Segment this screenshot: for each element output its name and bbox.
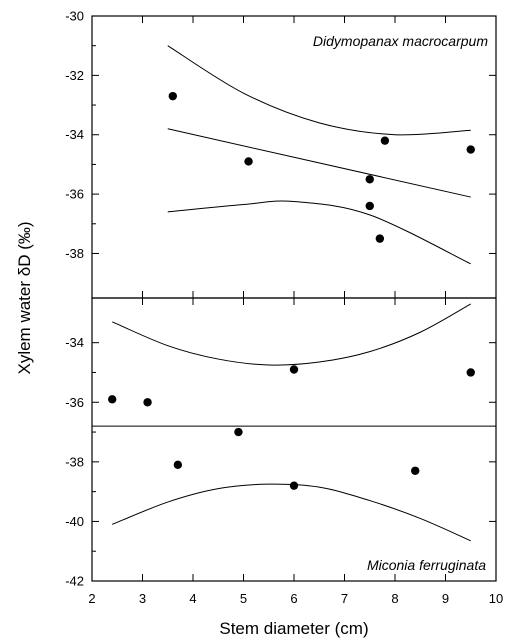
x-tick-label: 9 [442,591,449,606]
x-tick-label: 3 [139,591,146,606]
panel-bottom-y-tick-labels: -34 -36 -38 -40 -42 [65,335,84,588]
top-data-point [365,175,374,184]
bottom-y-tick-label: -42 [65,574,84,589]
x-tick-label: 10 [489,591,503,606]
panel-top-species-label: Didymopanax macrocarpum [313,33,488,49]
x-tick-label: 6 [290,591,297,606]
top-data-point [365,201,374,211]
x-tick-label: 7 [341,591,348,606]
top-ci-upper-curve [167,45,471,136]
bottom-y-tick-label: -40 [65,514,84,529]
top-data-point [244,157,253,166]
top-y-tick-label: -32 [65,68,84,83]
panel-bottom-points [108,365,475,490]
bottom-data-point [108,395,117,404]
bottom-data-point [143,398,152,407]
bottom-data-point [289,365,299,374]
x-axis-title: Stem diameter (cm) [219,619,368,638]
bottom-y-tick-label: -38 [65,454,84,469]
top-data-point [375,234,385,243]
panel-bottom: -34 -36 -38 -40 -42 Miconia ferruginata [65,297,497,589]
top-y-tick-label: -36 [65,187,84,202]
x-tick-label: 2 [88,591,95,606]
top-y-tick-label: -38 [65,246,84,261]
bottom-data-point [289,481,299,490]
x-tick-label: 8 [391,591,398,606]
top-y-tick-label: -34 [65,127,84,142]
panel-bottom-lines [112,303,471,542]
panel-top-y-tick-labels: -30 -32 -34 -36 -38 [65,9,84,261]
panel-top-ticks [91,15,497,298]
bottom-upper-curve [112,303,471,366]
panel-top-lines [167,45,471,265]
panel-top: -30 -32 -34 -36 -38 Didymopanax macrocarpum [65,9,497,299]
top-data-point [168,91,177,101]
bottom-lower-curve [112,483,471,542]
x-axis-tick-labels: 2 3 4 5 6 7 8 9 10 [88,591,503,606]
panel-bottom-species-label: Miconia ferruginata [367,557,486,573]
bottom-data-point [173,460,183,470]
top-data-point [466,145,475,154]
bottom-y-tick-label: -34 [65,335,84,350]
bottom-y-tick-label: -36 [65,395,84,410]
bottom-data-point [466,368,475,377]
x-tick-label: 4 [189,591,196,606]
panel-bottom-ticks [91,298,497,582]
x-tick-label: 5 [240,591,247,606]
top-regression-line [167,128,471,198]
panel-bottom-frame [91,297,497,582]
bottom-data-point [411,466,420,475]
top-y-tick-label: -30 [65,9,84,24]
top-data-point [380,136,390,145]
y-axis-title: Xylem water δD (‰) [15,221,34,374]
panel-top-points [168,91,475,243]
top-ci-lower-curve [167,200,471,265]
bottom-data-point [234,427,243,437]
